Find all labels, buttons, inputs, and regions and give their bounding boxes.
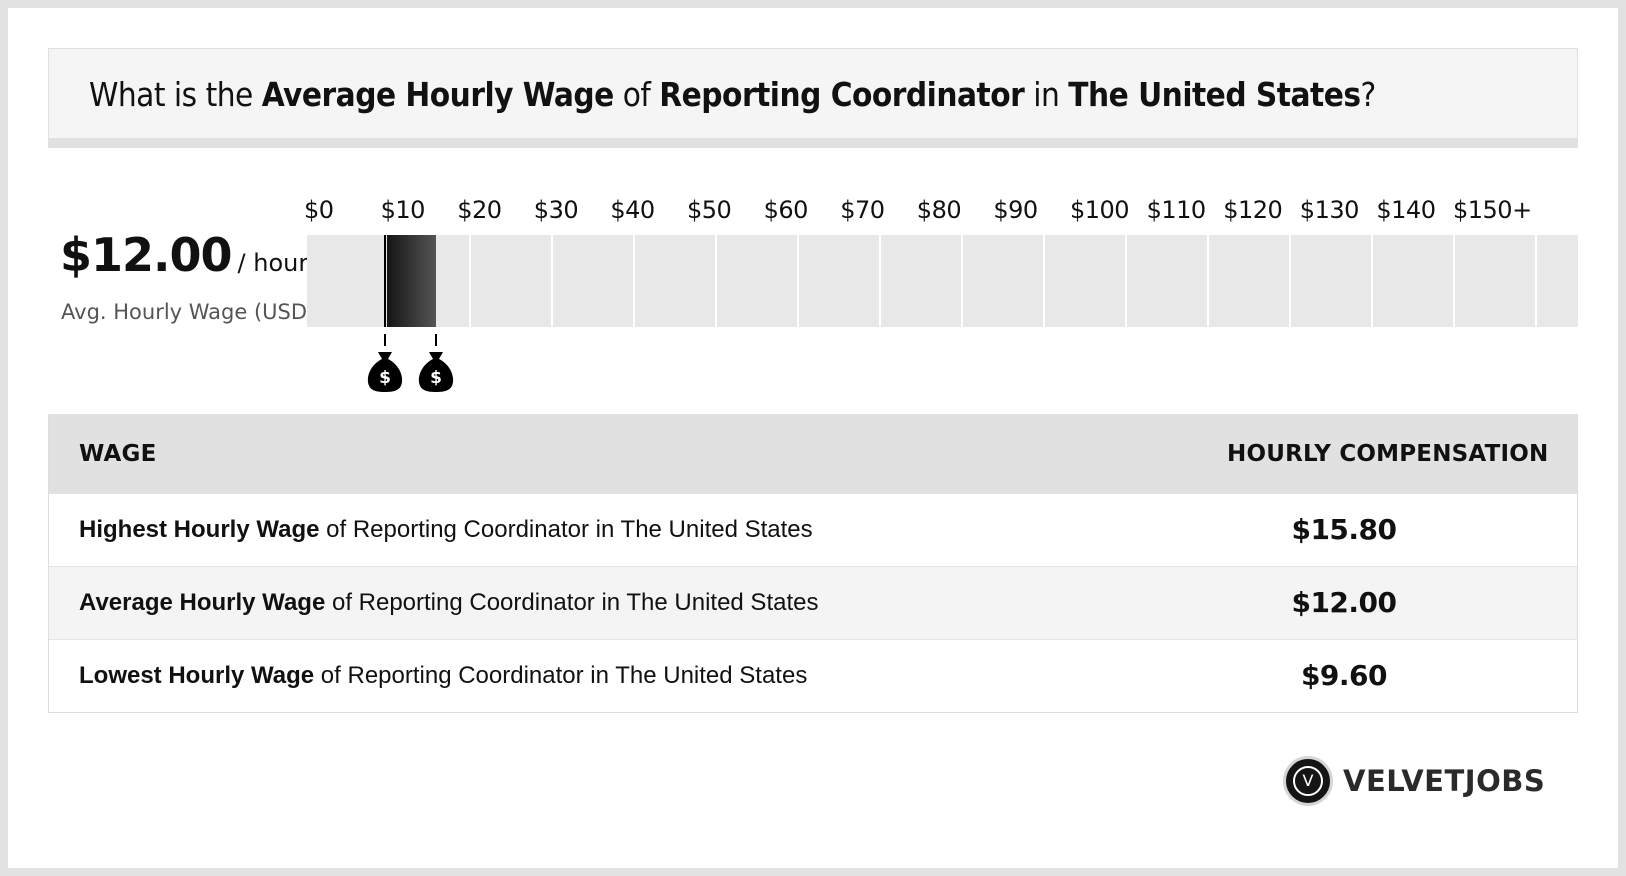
chart-grid-cell	[1455, 235, 1535, 327]
svg-text:$: $	[379, 368, 391, 388]
page-title: What is the Average Hourly Wage of Repor…	[89, 75, 1376, 114]
axis-tick-label: $100	[1070, 196, 1130, 224]
wage-table: WAGE HOURLY COMPENSATION Highest Hourly …	[48, 414, 1578, 713]
chart-grid-cell	[799, 235, 879, 327]
axis-tick-label: $80	[916, 196, 962, 224]
svg-text:$: $	[430, 368, 442, 388]
chart-grid-cell	[963, 235, 1043, 327]
row-value: $9.60	[1300, 659, 1388, 692]
axis-tick-label: $140	[1376, 196, 1436, 224]
header-wage: WAGE	[79, 441, 157, 467]
wage-range-bar	[386, 235, 437, 327]
wage-card: What is the Average Hourly Wage of Repor…	[8, 8, 1618, 868]
range-low-edge	[383, 235, 386, 327]
wage-range-chart	[307, 235, 1578, 327]
average-wage-amount: $12.00	[60, 228, 233, 282]
chart-grid-cell	[1291, 235, 1371, 327]
average-wage-display: $12.00/ hour	[60, 228, 308, 282]
money-bag-icon: $	[365, 334, 405, 396]
axis-tick-label: $10	[380, 196, 426, 224]
axis-tick-label: $110	[1146, 196, 1207, 224]
chart-grid-cell	[1373, 235, 1453, 327]
table-header: WAGE HOURLY COMPENSATION	[49, 415, 1577, 493]
axis-tick-label: $40	[610, 196, 655, 224]
row-label: Highest Hourly Wage of Reporting Coordin…	[79, 516, 813, 543]
velvetjobs-logo: V VELVETJOBS	[1283, 756, 1546, 806]
axis-tick-label: $50	[687, 196, 732, 224]
axis-tick-label: $130	[1299, 196, 1360, 224]
chart-grid-cell	[1045, 235, 1125, 327]
row-label: Lowest Hourly Wage of Reporting Coordina…	[79, 662, 808, 689]
axis-tick-label: $0	[304, 196, 334, 224]
money-bag-icon: $	[416, 334, 456, 396]
axis-tick-label: $20	[457, 196, 502, 224]
axis-tick-label: $90	[993, 196, 1038, 224]
brand-name: VELVETJOBS	[1343, 764, 1546, 798]
chart-grid-cell	[635, 235, 715, 327]
chart-grid-cell	[1127, 235, 1207, 327]
wage-unit: / hour	[237, 249, 309, 277]
axis-ticks: $0 $10 $20 $30 $40 $50 $60 $70 $80 $90 $100 $110 $12…	[304, 196, 1587, 226]
average-wage-caption: Avg. Hourly Wage (USD)	[61, 300, 316, 324]
chart-grid-cell	[1537, 235, 1578, 327]
chart-grid-cell	[717, 235, 797, 327]
logo-icon: V	[1283, 756, 1333, 806]
table-row: Average Hourly Wage of Reporting Coordin…	[49, 566, 1577, 639]
row-label: Average Hourly Wage of Reporting Coordin…	[79, 589, 819, 616]
axis-tick-label: $120	[1223, 196, 1283, 224]
row-value: $15.80	[1291, 513, 1397, 546]
chart-grid-cell	[553, 235, 633, 327]
title-banner: What is the Average Hourly Wage of Repor…	[48, 48, 1578, 148]
header-hourly-compensation: HOURLY COMPENSATION	[1227, 441, 1549, 467]
row-value: $12.00	[1291, 586, 1397, 619]
axis-tick-label: $70	[840, 196, 885, 224]
chart-grid-cell	[471, 235, 551, 327]
table-row: Highest Hourly Wage of Reporting Coordin…	[49, 493, 1577, 566]
chart-grid-cell	[307, 235, 387, 327]
axis-tick-label: $60	[763, 196, 809, 224]
axis-tick-label: $30	[533, 196, 579, 224]
chart-grid-cell	[881, 235, 961, 327]
table-row: Lowest Hourly Wage of Reporting Coordina…	[49, 639, 1577, 712]
chart-grid-cell	[1209, 235, 1289, 327]
axis-tick-label: $150+	[1453, 196, 1532, 224]
